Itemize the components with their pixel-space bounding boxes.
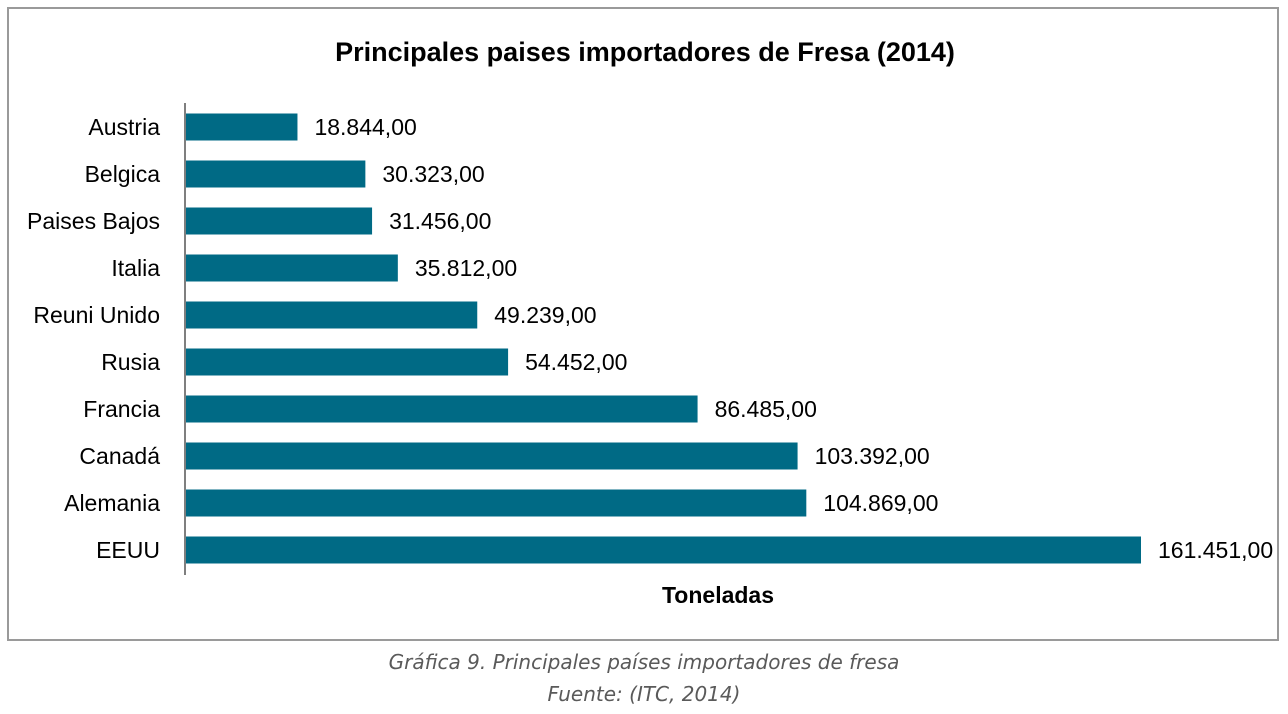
value-label: 49.239,00 [494,302,596,328]
value-label: 30.323,00 [382,161,484,187]
value-label: 18.844,00 [314,114,416,140]
category-label: Canadá [79,443,160,469]
value-label: 104.869,00 [823,490,938,516]
category-label: Francia [83,396,160,422]
bar-chart: Principales paises importadores de Fresa… [27,37,1273,608]
bar-paises-bajos [186,207,373,235]
category-label: Italia [111,255,160,281]
figure-caption: Gráfica 9. Principales países importador… [388,650,900,674]
bar-belgica [186,160,366,188]
value-label: 161.451,00 [1158,537,1273,563]
bar-francia [186,395,698,423]
bar-reuni-unido [186,301,478,329]
category-label: Alemania [64,490,160,516]
bar-alemania [186,489,807,517]
value-label: 86.485,00 [715,396,817,422]
x-axis-title: Toneladas [662,582,774,608]
value-label: 54.452,00 [525,349,627,375]
category-label: Paises Bajos [27,208,160,234]
value-label: 35.812,00 [415,255,517,281]
bar-italia [186,254,398,282]
bar-canadá [186,442,798,470]
bar-austria [186,113,298,141]
value-label: 31.456,00 [389,208,491,234]
category-label: Belgica [85,161,161,187]
category-label: Rusia [101,349,160,375]
figure-source: Fuente: (ITC, 2014) [547,682,741,706]
bar-eeuu [186,536,1141,564]
category-label: Austria [88,114,160,140]
category-label: Reuni Unido [33,302,160,328]
category-label: EEUU [96,537,160,563]
chart-title: Principales paises importadores de Fresa… [335,37,955,67]
chart-frame: Principales paises importadores de Fresa… [7,7,1279,641]
bars-layer: Austria 18.844,00 Belgica 30.323,00 Paises B… [27,113,1273,564]
bar-rusia [186,348,509,376]
value-label: 103.392,00 [815,443,930,469]
